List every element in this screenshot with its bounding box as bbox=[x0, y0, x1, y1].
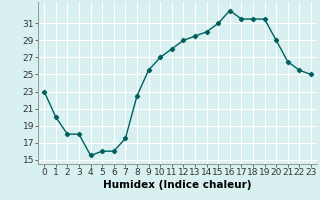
X-axis label: Humidex (Indice chaleur): Humidex (Indice chaleur) bbox=[103, 180, 252, 190]
